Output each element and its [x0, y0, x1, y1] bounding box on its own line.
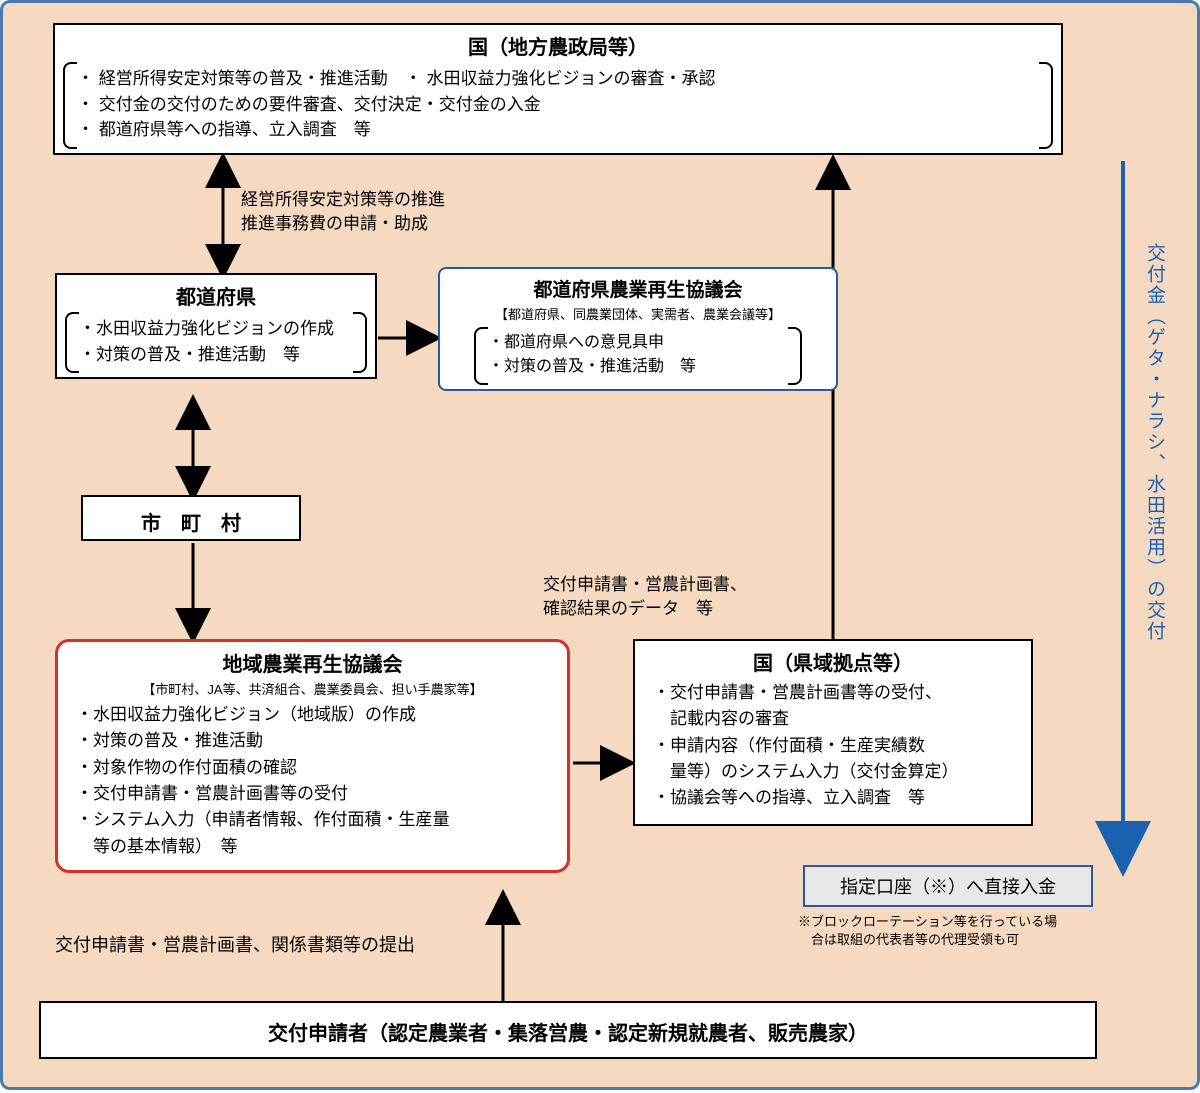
- label-promotion: 経営所得安定対策等の推進 推進事務費の申請・助成: [241, 188, 445, 236]
- pref-council-title: 都道府県農業再生協議会: [440, 269, 836, 304]
- label-app-data: 交付申請書・営農計画書、 確認結果のデータ 等: [543, 573, 747, 621]
- pref-council-content: ・都道府県への意見具申 ・対策の普及・推進活動 等: [440, 327, 836, 389]
- regional-council-content: ・水田収益力強化ビジョン（地域版）の作成 ・対策の普及・推進活動 ・対象作物の作…: [58, 702, 567, 870]
- prefecture-content: ・水田収益力強化ビジョンの作成 ・対策の普及・推進活動 等: [57, 312, 375, 377]
- municipality-title: 市 町 村: [83, 497, 299, 538]
- box-designated-account: 指定口座（※）へ直接入金: [803, 865, 1093, 907]
- national-content: ・ 経営所得安定対策等の普及・推進活動 ・ 水田収益力強化ビジョンの審査・承認 …: [55, 62, 1061, 153]
- national-regional-content: ・交付申請書・営農計画書等の受付、 記載内容の審査 ・申請内容（作付面積・生産実…: [635, 678, 1031, 824]
- box-municipality: 市 町 村: [81, 495, 301, 541]
- regional-council-sub: 【市町村、JA等、共済組合、農業委員会、担い手農家等】: [58, 679, 567, 702]
- box-pref-council: 都道府県農業再生協議会 【都道府県、同農業団体、実需者、農業会議等】 ・都道府県…: [438, 267, 838, 391]
- applicant-title: 交付申請者（認定農業者・集落営農・認定新規就農者、販売農家）: [41, 1003, 1095, 1048]
- prefecture-title: 都道府県: [57, 275, 375, 312]
- box-prefecture: 都道府県 ・水田収益力強化ビジョンの作成 ・対策の普及・推進活動 等: [55, 273, 377, 379]
- national-regional-title: 国（県域拠点等）: [635, 641, 1031, 678]
- box-national-regional: 国（県域拠点等） ・交付申請書・営農計画書等の受付、 記載内容の審査 ・申請内容…: [633, 639, 1033, 826]
- flowchart-canvas: 国（地方農政局等） ・ 経営所得安定対策等の普及・推進活動 ・ 水田収益力強化ビ…: [0, 0, 1200, 1090]
- vertical-label-grant: 交付金（ゲタ・ナラシ、水田活用）の交付: [1141, 243, 1168, 642]
- box-applicant: 交付申請者（認定農業者・集落営農・認定新規就農者、販売農家）: [39, 1001, 1097, 1059]
- label-submit-docs: 交付申請書・営農計画書、関係書類等の提出: [55, 933, 415, 958]
- pref-council-sub: 【都道府県、同農業団体、実需者、農業会議等】: [440, 304, 836, 327]
- box-regional-council: 地域農業再生協議会 【市町村、JA等、共済組合、農業委員会、担い手農家等】 ・水…: [55, 639, 570, 873]
- national-title: 国（地方農政局等）: [55, 25, 1061, 62]
- box-national: 国（地方農政局等） ・ 経営所得安定対策等の普及・推進活動 ・ 水田収益力強化ビ…: [53, 23, 1063, 155]
- regional-council-title: 地域農業再生協議会: [58, 642, 567, 679]
- note-proxy-receipt: ※ブロックローテーション等を行っている場 合は取組の代表者等の代理受領も可: [798, 913, 1057, 948]
